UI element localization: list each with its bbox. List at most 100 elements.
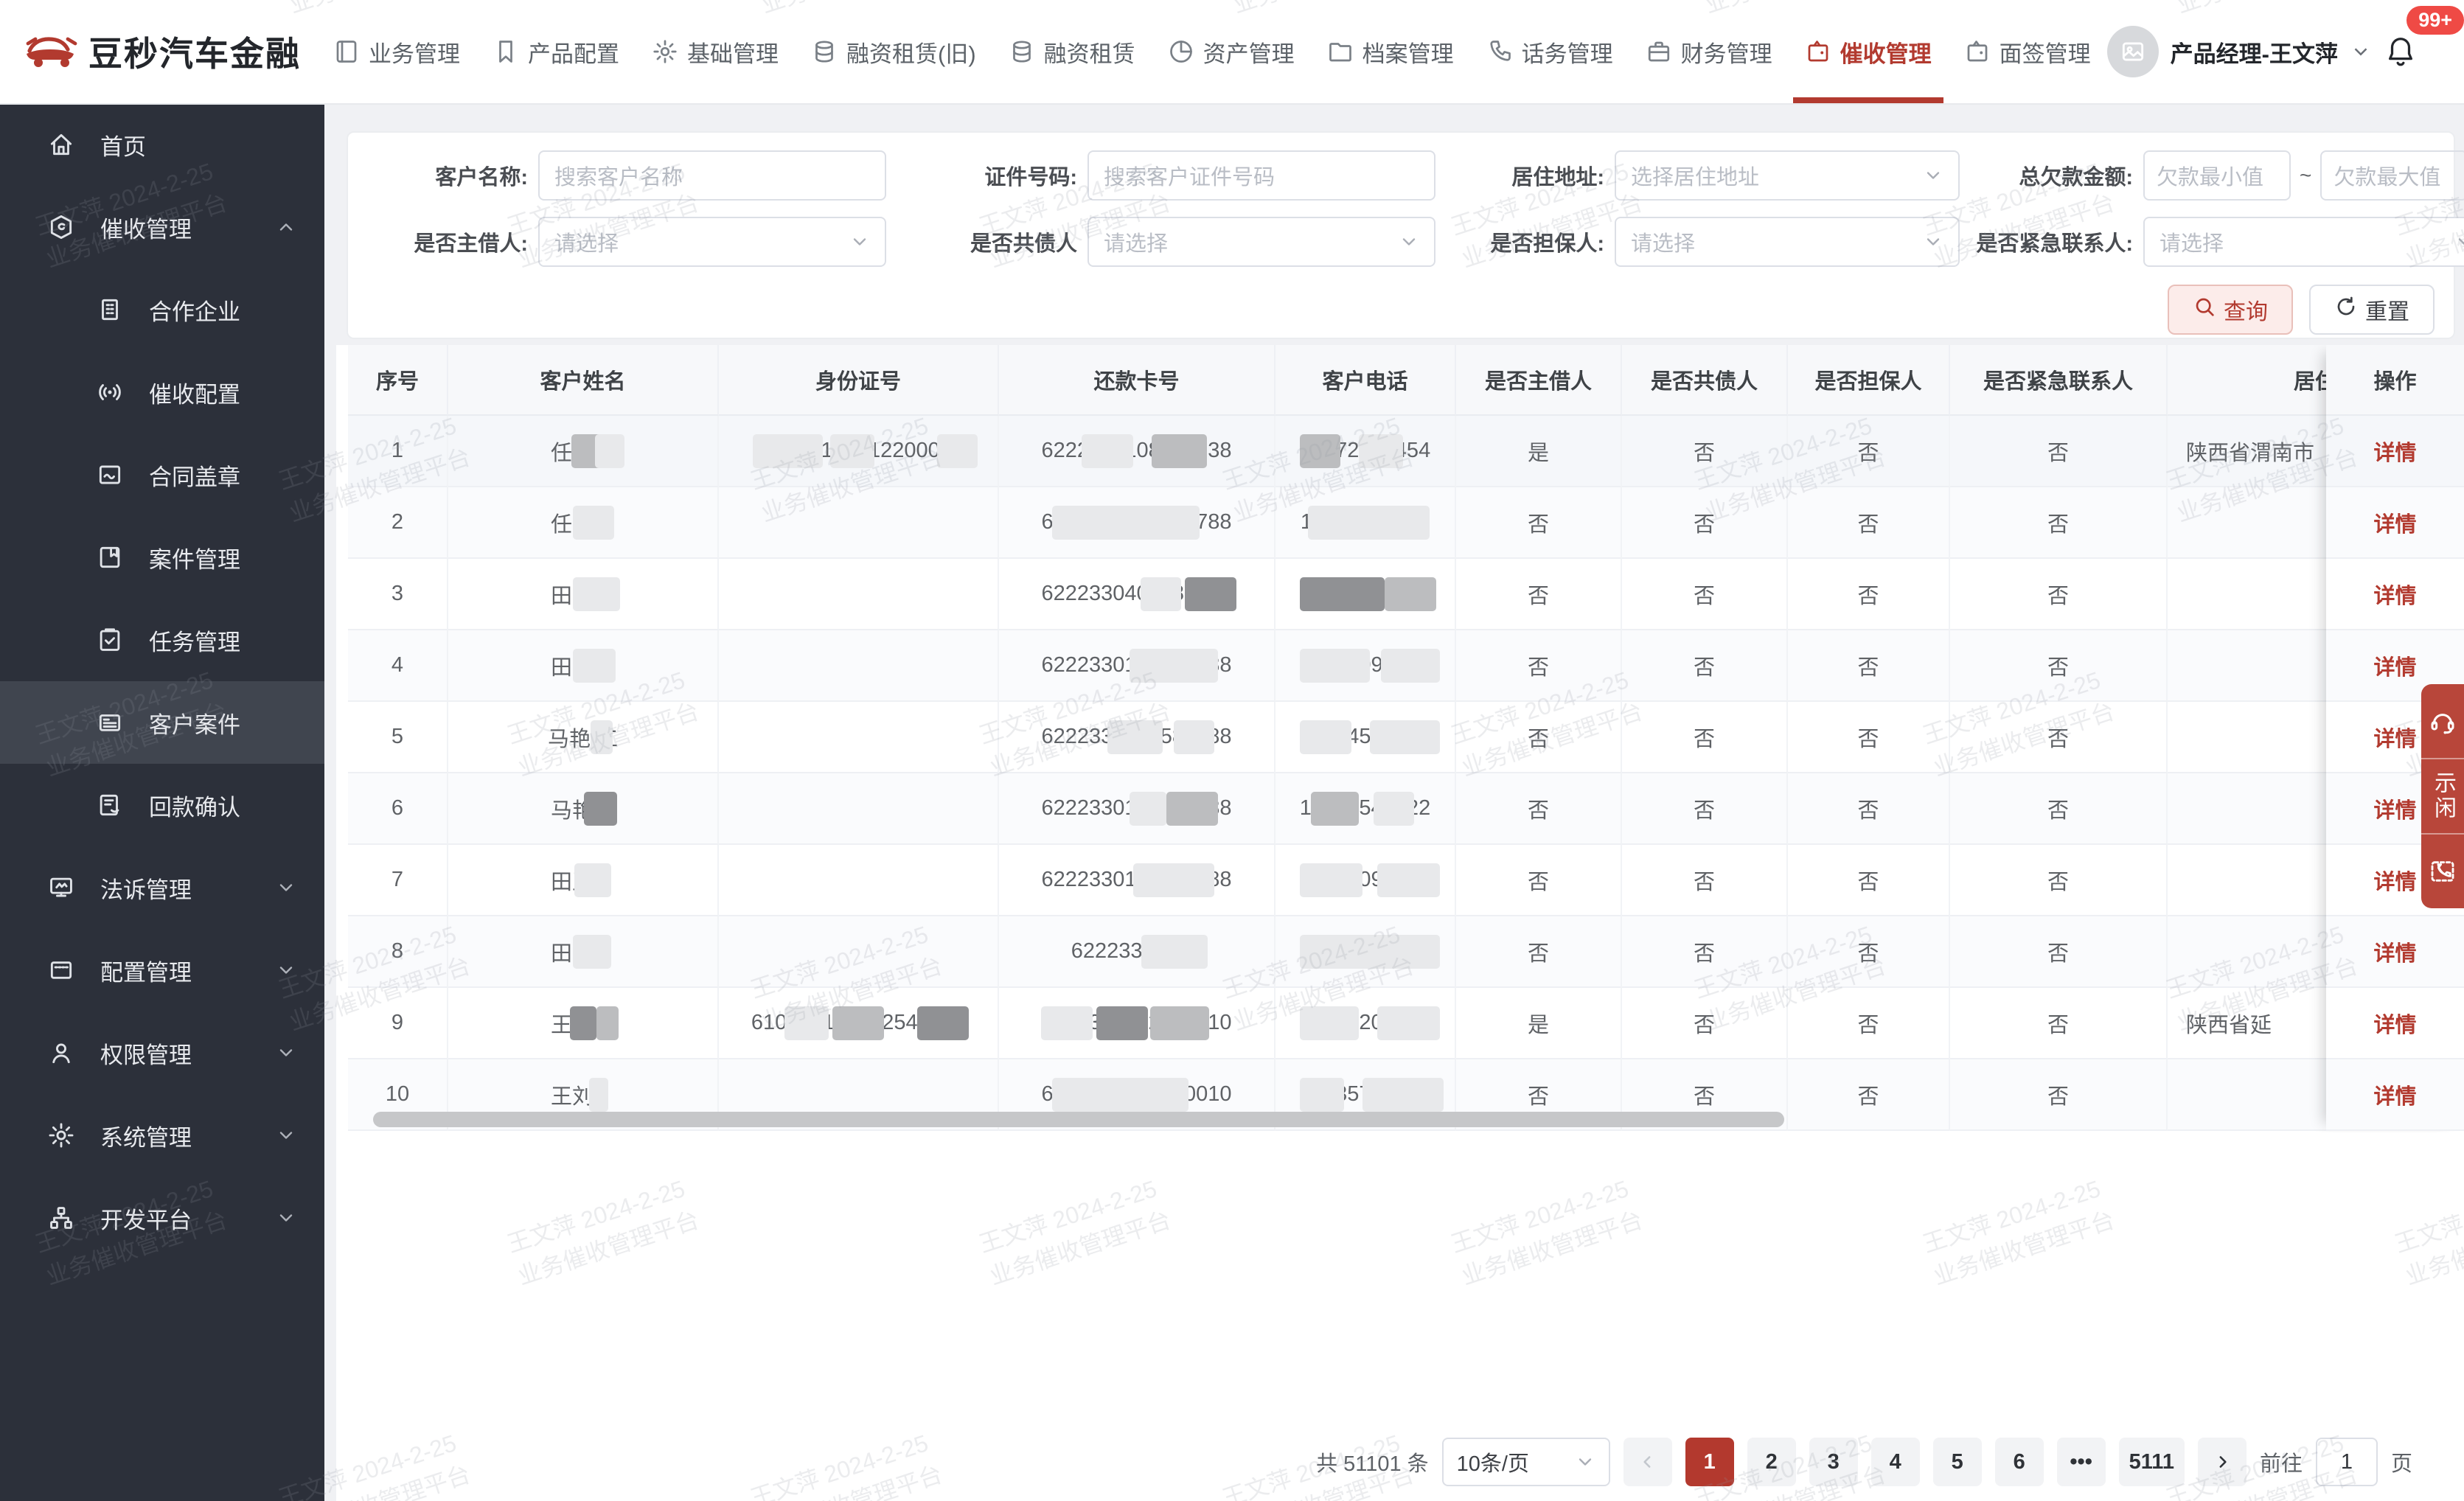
sidebar-item-label: 法诉管理 <box>100 877 192 903</box>
table-cell: 否 <box>1788 988 1950 1059</box>
table-cell: 13109811750 <box>1275 487 1456 559</box>
filter-select[interactable]: 请选择 <box>2143 217 2464 267</box>
redaction-block <box>594 433 624 468</box>
sidebar-item[interactable]: 催收配置 <box>0 351 324 433</box>
filter-text-input[interactable]: 搜索客户证件号码 <box>1087 150 1435 201</box>
sidebar-item[interactable]: 案件管理 <box>0 516 324 599</box>
coins-icon <box>811 38 838 65</box>
redaction-block <box>1362 1077 1444 1112</box>
top-nav-item[interactable]: 融资租赁(旧) <box>795 0 992 103</box>
top-nav-item[interactable]: 基础管理 <box>636 0 795 103</box>
table-cell: 否 <box>1950 1059 2168 1131</box>
amount-min-input[interactable]: 欠款最小值 <box>2143 150 2291 201</box>
filter-select[interactable]: 请选择 <box>538 217 886 267</box>
page-button[interactable]: ••• <box>2056 1438 2106 1486</box>
filter-field: 客户名称: 搜索客户名称 <box>367 150 916 201</box>
sidebar-item[interactable]: 合作企业 <box>0 268 324 351</box>
redaction-block <box>1307 505 1430 540</box>
page-button[interactable]: 2 <box>1747 1438 1796 1486</box>
top-nav-item[interactable]: 档案管理 <box>1311 0 1470 103</box>
page-button[interactable]: 5111 <box>2118 1438 2185 1486</box>
detail-link[interactable]: 详情 <box>2373 941 2417 966</box>
amount-max-input[interactable]: 欠款最大值 <box>2320 150 2464 201</box>
detail-link[interactable]: 详情 <box>2373 512 2417 537</box>
detail-link[interactable]: 详情 <box>2373 798 2417 823</box>
next-page-button[interactable] <box>2197 1438 2247 1486</box>
chevron-down-icon <box>276 960 296 981</box>
redaction-block <box>1373 791 1414 826</box>
dial-pad-icon[interactable] <box>2421 833 2464 908</box>
sidebar-item[interactable]: 系统管理 <box>0 1094 324 1177</box>
page-button[interactable]: 6 <box>1994 1438 2044 1486</box>
filter-label: 总欠款金额: <box>2019 166 2133 189</box>
search-button[interactable]: 查询 <box>2168 285 2293 335</box>
detail-link[interactable]: 详情 <box>2373 584 2417 608</box>
page-button[interactable]: 5 <box>1932 1438 1982 1486</box>
top-nav-label: 产品配置 <box>528 41 619 67</box>
user-name[interactable]: 产品经理-王文萍 <box>2170 41 2338 67</box>
table-cell: 否 <box>1456 559 1622 630</box>
filter-select[interactable]: 请选择 <box>1615 217 1960 267</box>
sidebar-item[interactable]: 回款确认 <box>0 764 324 846</box>
top-nav-item[interactable]: 资产管理 <box>1152 0 1311 103</box>
horizontal-scrollbar[interactable] <box>373 1112 1784 1127</box>
top-nav-item[interactable]: 话务管理 <box>1470 0 1629 103</box>
page-size-select[interactable]: 10条/页 <box>1441 1438 1610 1486</box>
sidebar-item[interactable]: 客户案件 <box>0 681 324 764</box>
filter-select[interactable]: 请选择 <box>1087 217 1435 267</box>
table-panel: 序号 客户姓名 身份证号 还款卡号 客户电话 是否主借人 是否共债人 是否担保人 是否紧急联系人… <box>336 345 2464 1501</box>
top-nav-item[interactable]: 融资租赁 <box>992 0 1152 103</box>
top-nav-label: 财务管理 <box>1680 41 1772 67</box>
prev-page-button[interactable] <box>1623 1438 1672 1486</box>
redaction-block <box>1052 505 1200 540</box>
detail-link[interactable]: 详情 <box>2373 1084 2417 1109</box>
sidebar-item-label: 案件管理 <box>149 546 240 573</box>
sidebar-item[interactable]: 合同盖章 <box>0 433 324 516</box>
top-nav-item[interactable]: 面签管理 <box>1948 0 2107 103</box>
detail-link[interactable]: 详情 <box>2373 870 2417 894</box>
table-cell: 是 <box>1456 988 1622 1059</box>
top-nav-label: 档案管理 <box>1362 41 1454 67</box>
avatar[interactable] <box>2106 26 2159 77</box>
top-nav-item[interactable]: 业务管理 <box>317 0 476 103</box>
redaction-block <box>1107 720 1163 754</box>
redaction-block <box>1166 791 1219 826</box>
sidebar-item[interactable]: 权限管理 <box>0 1011 324 1094</box>
top-nav-item[interactable]: 产品配置 <box>476 0 636 103</box>
redaction-block <box>1299 720 1351 754</box>
detail-link[interactable]: 详情 <box>2373 655 2417 680</box>
reset-button[interactable]: 重置 <box>2309 285 2435 335</box>
call-float-widget: 示闲 <box>2421 684 2464 908</box>
page-button[interactable]: 3 <box>1809 1438 1858 1486</box>
table-cell: 否 <box>1950 916 2168 988</box>
redaction-block <box>1082 433 1134 468</box>
sidebar-item[interactable]: 首页 <box>0 103 324 186</box>
sidebar-item[interactable]: 配置管理 <box>0 929 324 1011</box>
sidebar-item[interactable]: 任务管理 <box>0 599 324 681</box>
chevron-down-icon[interactable] <box>2350 41 2372 63</box>
detail-link[interactable]: 详情 <box>2373 1013 2417 1037</box>
detail-link[interactable]: 详情 <box>2373 441 2417 465</box>
chevron-down-icon <box>2454 231 2464 252</box>
bell-icon[interactable] <box>2384 35 2418 69</box>
filter-text-input[interactable]: 搜索客户名称 <box>538 150 886 201</box>
table-cell: 15005202007 <box>1275 988 1456 1059</box>
headset-icon[interactable] <box>2421 684 2464 758</box>
stamp-icon <box>96 461 124 489</box>
top-nav-item[interactable]: 催收管理 <box>1789 0 1948 103</box>
top-nav-item[interactable]: 财务管理 <box>1629 0 1789 103</box>
filter-select[interactable]: 选择居住地址 <box>1615 150 1960 201</box>
widget-status-text[interactable]: 示闲 <box>2421 758 2464 833</box>
gear-icon <box>652 38 678 65</box>
table-row: 3田丽丽622233040858973815209098012否否否否 <box>348 559 2464 630</box>
sidebar-item[interactable]: 开发平台 <box>0 1177 324 1259</box>
table-row: 1任丽丽610511100012200074622233010838973813… <box>348 416 2464 487</box>
page-button[interactable]: 1 <box>1685 1438 1734 1486</box>
page-button[interactable]: 4 <box>1870 1438 1920 1486</box>
sidebar-item[interactable]: 催收管理 <box>0 186 324 268</box>
sidebar-item[interactable]: 法诉管理 <box>0 846 324 929</box>
detail-link[interactable]: 详情 <box>2373 727 2417 751</box>
sidebar-item-label: 催收配置 <box>149 381 240 408</box>
top-nav-label: 面签管理 <box>1999 41 2091 67</box>
goto-page-input[interactable]: 1 <box>2315 1438 2378 1486</box>
